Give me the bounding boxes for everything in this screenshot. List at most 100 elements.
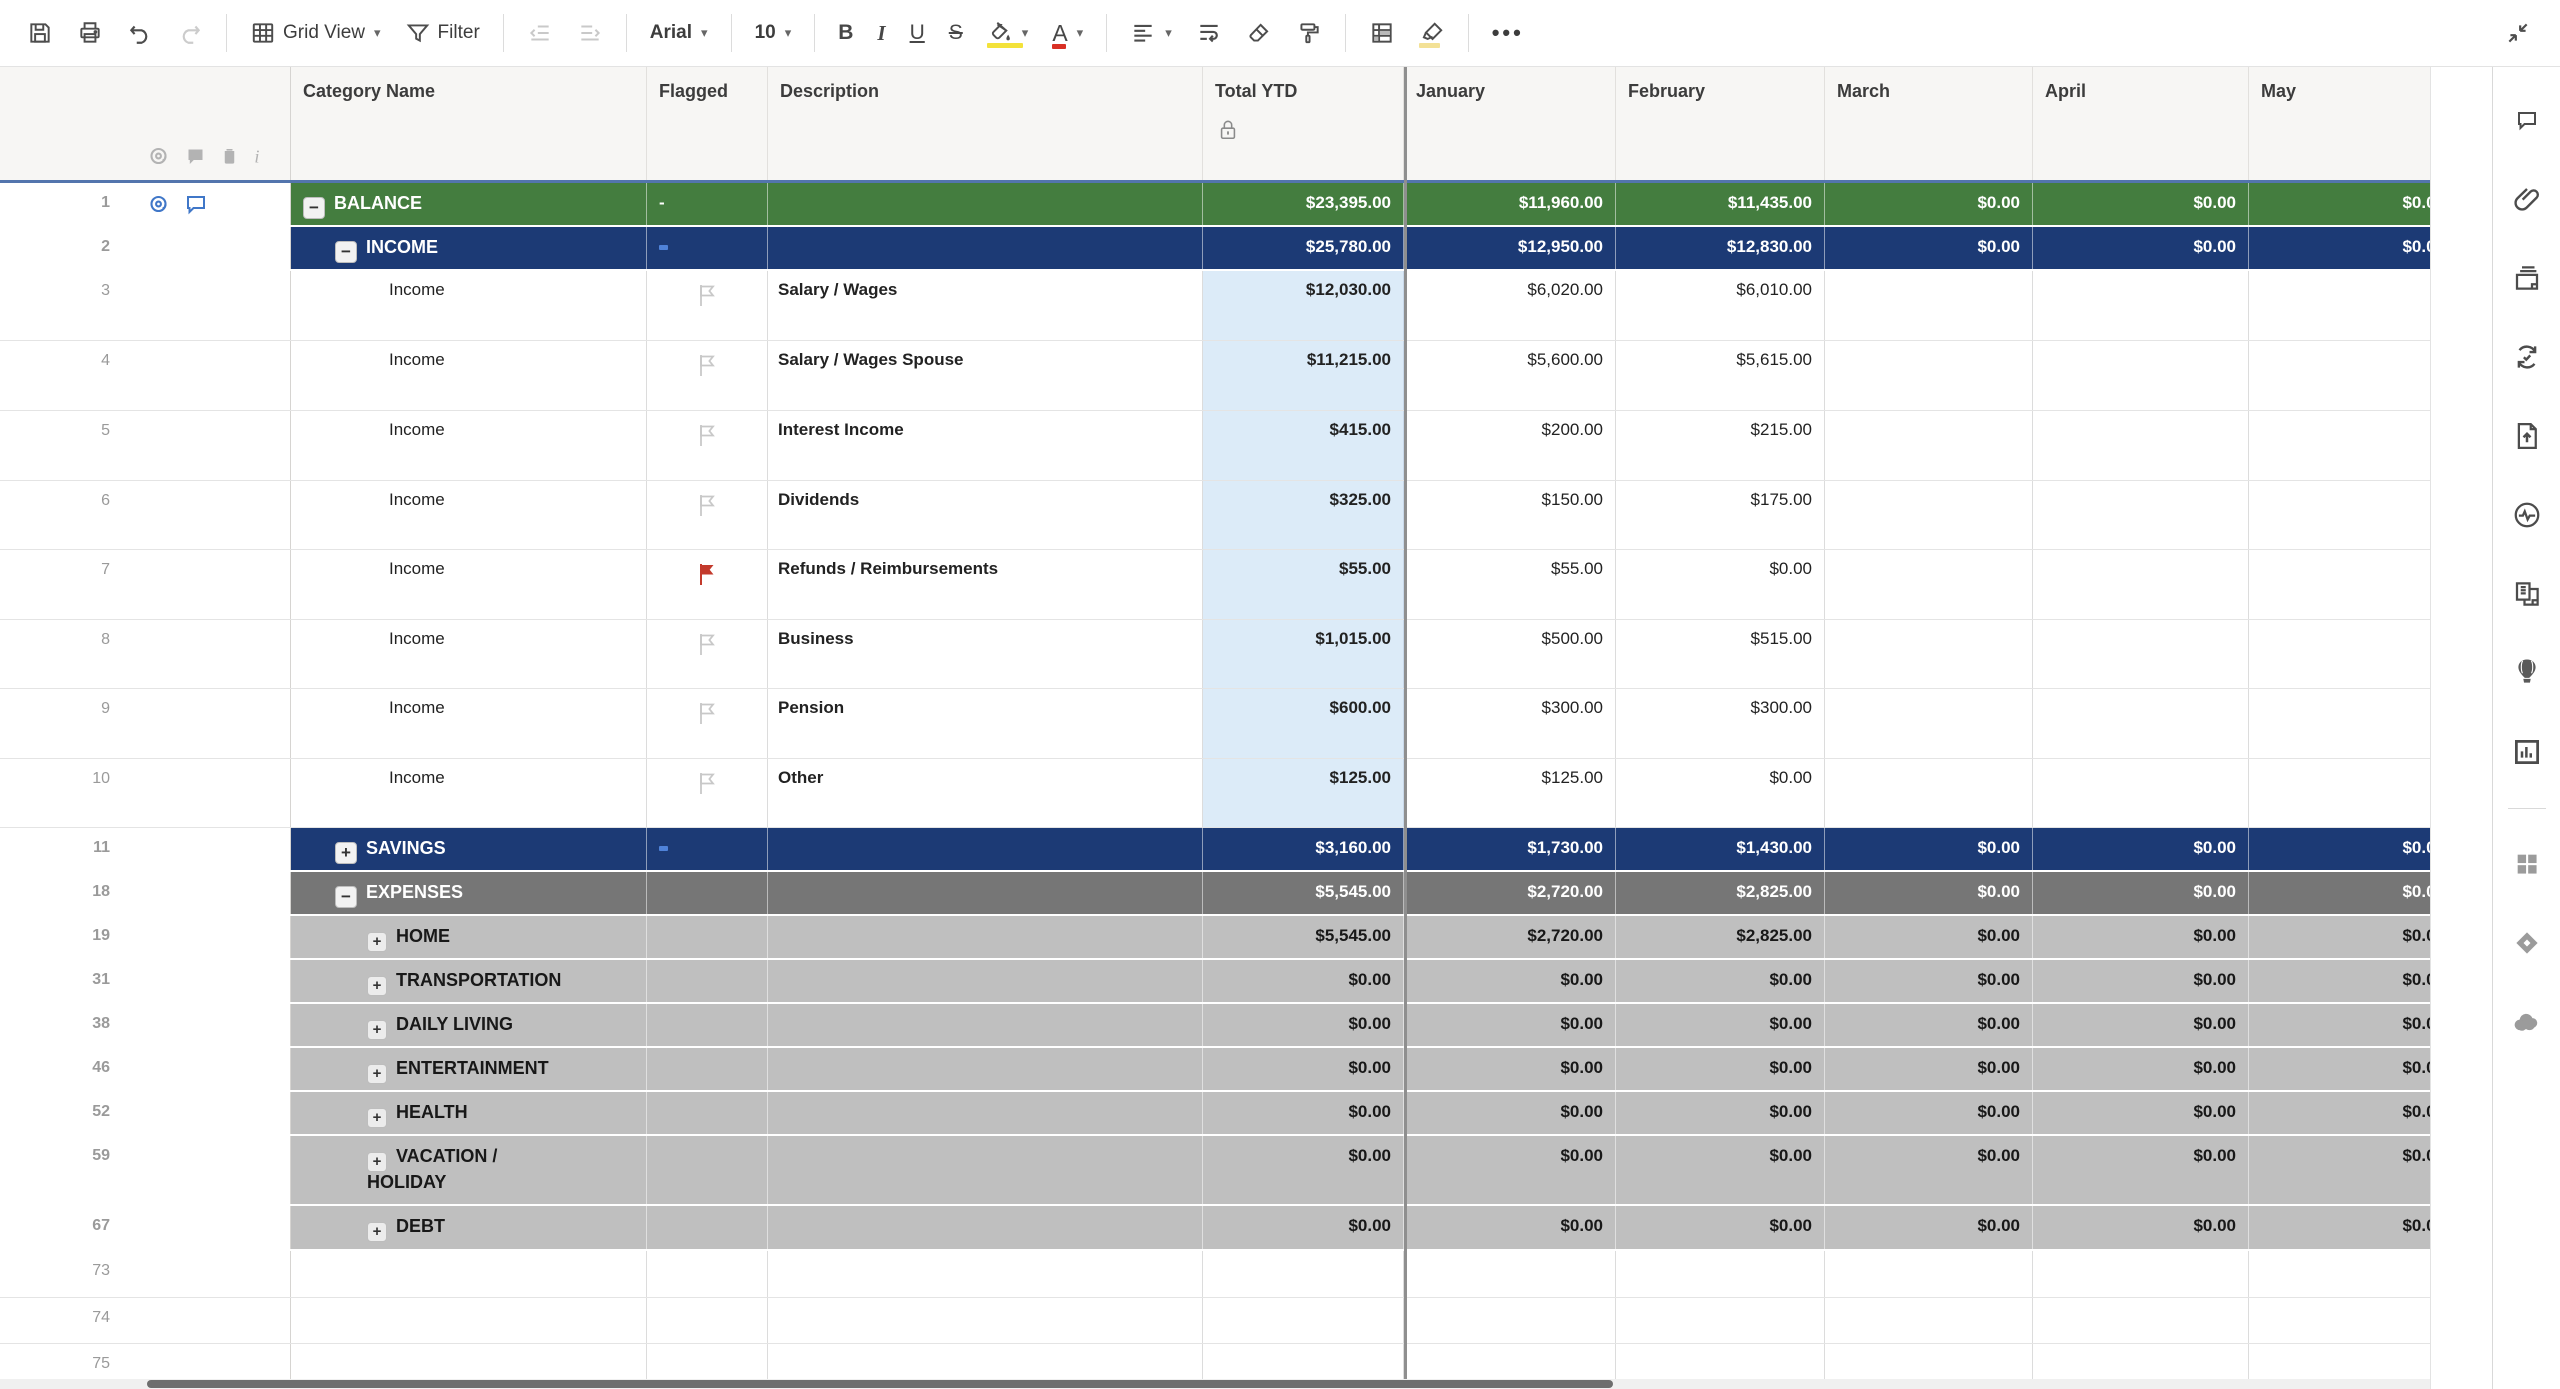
font-family-selector[interactable]: Arial ▾ <box>641 16 717 50</box>
cell-mar[interactable]: $0.00 <box>1825 227 2033 269</box>
row-header[interactable]: 8 <box>0 620 291 688</box>
row-header[interactable]: 11 <box>0 828 291 870</box>
cell-apr[interactable] <box>2033 1344 2249 1389</box>
cell-jan[interactable]: $5,600.00 <box>1404 341 1616 410</box>
undo-button[interactable] <box>118 14 162 52</box>
cell-ytd[interactable]: $5,545.00 <box>1203 872 1404 914</box>
row-number[interactable]: 38 <box>92 1015 110 1032</box>
sidebar-balloon-button[interactable] <box>2510 648 2544 698</box>
cell-flagged[interactable] <box>647 1251 768 1297</box>
cell-category[interactable] <box>291 1251 647 1297</box>
row-header[interactable]: 9 <box>0 689 291 758</box>
cell-ytd[interactable]: $0.00 <box>1203 960 1404 1002</box>
italic-button[interactable]: I <box>868 15 894 52</box>
row-header[interactable]: 3 <box>0 271 291 340</box>
indent-button[interactable] <box>568 14 612 52</box>
more-options-button[interactable]: ••• <box>1483 14 1533 52</box>
cell-feb[interactable] <box>1616 1298 1825 1343</box>
expand-toggle-button[interactable]: + <box>367 1221 387 1242</box>
cell-may[interactable]: $0.00 <box>2249 183 2430 225</box>
save-button[interactable] <box>18 14 62 52</box>
cell-flagged[interactable] <box>647 1298 768 1343</box>
cell-ytd[interactable]: $0.00 <box>1203 1004 1404 1046</box>
borders-button[interactable] <box>1360 14 1404 52</box>
horizontal-scrollbar-thumb[interactable] <box>147 1380 1613 1388</box>
cell-feb[interactable]: $0.00 <box>1616 759 1825 827</box>
bold-button[interactable]: B <box>829 15 862 51</box>
cell-category[interactable]: Income <box>291 271 647 340</box>
cell-jan[interactable]: $12,950.00 <box>1404 227 1616 269</box>
cell-jan[interactable]: $55.00 <box>1404 550 1616 619</box>
cell-may[interactable] <box>2249 759 2430 827</box>
cell-may[interactable] <box>2249 1298 2430 1343</box>
row-number[interactable]: 19 <box>92 927 110 944</box>
cell-category[interactable]: − BALANCE <box>291 183 647 225</box>
cell-ytd[interactable]: $0.00 <box>1203 1136 1404 1204</box>
cell-mar[interactable] <box>1825 481 2033 549</box>
outdent-button[interactable] <box>518 14 562 52</box>
row-header[interactable]: 19 <box>0 916 291 958</box>
cell-flagged[interactable] <box>647 481 768 549</box>
cell-apr[interactable]: $0.00 <box>2033 1092 2249 1134</box>
cell-ytd[interactable]: $5,545.00 <box>1203 916 1404 958</box>
cell-category[interactable]: + DEBT <box>291 1206 647 1249</box>
row-number[interactable]: 3 <box>101 282 110 299</box>
sidebar-file-upload-button[interactable] <box>2510 411 2544 461</box>
format-painter-button[interactable] <box>1287 14 1331 52</box>
cell-description[interactable] <box>768 828 1203 870</box>
cell-ytd[interactable]: $0.00 <box>1203 1048 1404 1090</box>
cell-category[interactable]: + HOME <box>291 916 647 958</box>
row-number[interactable]: 1 <box>101 194 110 211</box>
cell-mar[interactable]: $0.00 <box>1825 1136 2033 1204</box>
cell-flagged[interactable] <box>647 1206 768 1249</box>
cell-jan[interactable]: $150.00 <box>1404 481 1616 549</box>
cell-ytd[interactable]: $0.00 <box>1203 1206 1404 1249</box>
cell-ytd[interactable]: $55.00 <box>1203 550 1404 619</box>
cell-may[interactable] <box>2249 271 2430 340</box>
header-info-icon[interactable]: i <box>253 145 263 167</box>
cell-may[interactable] <box>2249 1251 2430 1297</box>
cell-feb[interactable]: $1,430.00 <box>1616 828 1825 870</box>
sidebar-attachment-button[interactable] <box>2510 174 2544 224</box>
cell-flagged[interactable] <box>647 960 768 1002</box>
cell-category[interactable]: Income <box>291 411 647 480</box>
cell-ytd[interactable]: $12,030.00 <box>1203 271 1404 340</box>
cell-ytd[interactable]: $23,395.00 <box>1203 183 1404 225</box>
cell-ytd[interactable]: $0.00 <box>1203 1092 1404 1134</box>
cell-ytd[interactable]: $325.00 <box>1203 481 1404 549</box>
cell-flagged[interactable] <box>647 411 768 480</box>
cell-feb[interactable]: $515.00 <box>1616 620 1825 688</box>
column-header-flagged[interactable]: Flagged <box>647 67 768 180</box>
flag-red-icon[interactable] <box>695 561 719 619</box>
cell-feb[interactable]: $0.00 <box>1616 1004 1825 1046</box>
cell-may[interactable] <box>2249 550 2430 619</box>
row-header[interactable]: 6 <box>0 481 291 549</box>
cell-mar[interactable] <box>1825 1344 2033 1389</box>
cell-description[interactable]: Business <box>768 620 1203 688</box>
cell-category[interactable]: + HEALTH <box>291 1092 647 1134</box>
cell-mar[interactable] <box>1825 550 2033 619</box>
cell-description[interactable] <box>768 183 1203 225</box>
cell-apr[interactable] <box>2033 759 2249 827</box>
row-number[interactable]: 74 <box>92 1309 110 1326</box>
cell-flagged[interactable] <box>647 916 768 958</box>
cell-apr[interactable] <box>2033 550 2249 619</box>
cell-apr[interactable] <box>2033 411 2249 480</box>
row-number[interactable]: 59 <box>92 1147 110 1164</box>
collapse-toggle-button[interactable]: − <box>335 885 357 908</box>
expand-toggle-button[interactable]: + <box>335 841 357 864</box>
cell-feb[interactable]: $0.00 <box>1616 1048 1825 1090</box>
cell-apr[interactable] <box>2033 341 2249 410</box>
cell-ytd[interactable]: $25,780.00 <box>1203 227 1404 269</box>
clear-format-button[interactable] <box>1237 14 1281 52</box>
cell-flagged[interactable] <box>647 689 768 758</box>
cell-jan[interactable]: $11,960.00 <box>1404 183 1616 225</box>
row-number[interactable]: 7 <box>101 561 110 578</box>
sidebar-chart-button[interactable] <box>2510 727 2544 777</box>
cell-description[interactable] <box>768 872 1203 914</box>
cell-category[interactable]: Income <box>291 341 647 410</box>
cell-jan[interactable]: $300.00 <box>1404 689 1616 758</box>
cell-jan[interactable]: $125.00 <box>1404 759 1616 827</box>
cell-feb[interactable]: $0.00 <box>1616 1136 1825 1204</box>
cell-description[interactable]: Pension <box>768 689 1203 758</box>
